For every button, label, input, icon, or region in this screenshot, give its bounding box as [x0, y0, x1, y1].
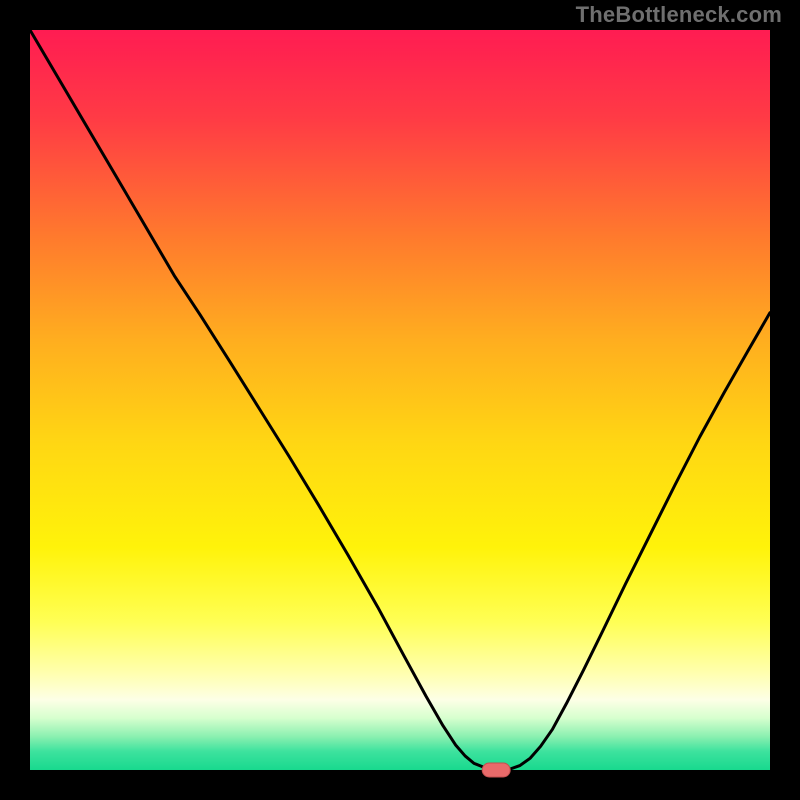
plot-background: [30, 30, 770, 770]
chart-frame: TheBottleneck.com: [0, 0, 800, 800]
bottleneck-chart: [0, 0, 800, 800]
watermark-text: TheBottleneck.com: [576, 2, 782, 28]
optimal-marker: [482, 763, 510, 777]
